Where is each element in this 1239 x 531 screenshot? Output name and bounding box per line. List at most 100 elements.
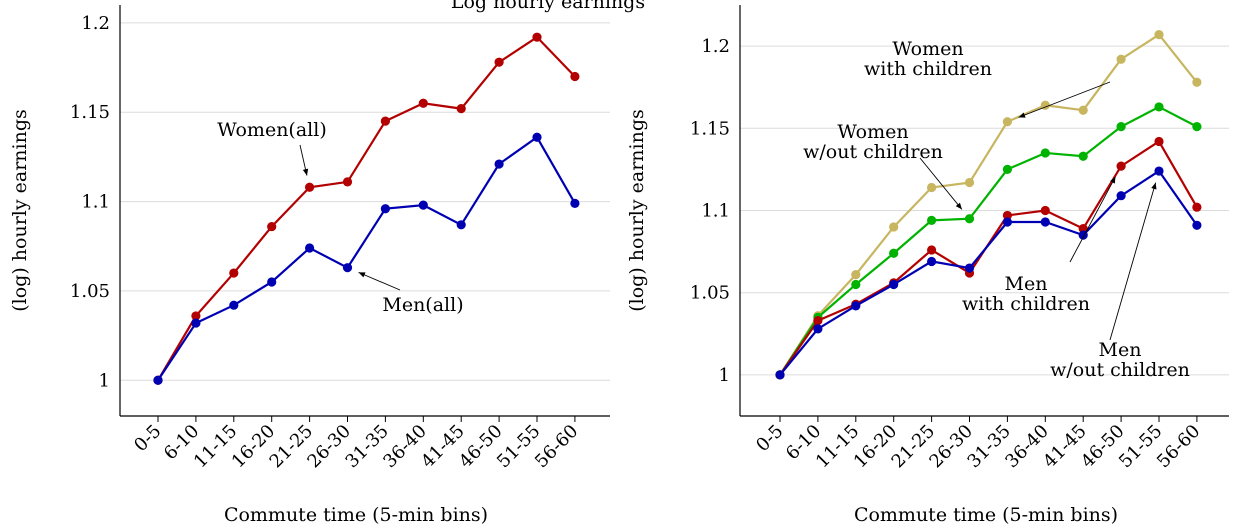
y-tick-label: 1.15 <box>690 118 730 139</box>
data-point <box>1078 223 1088 234</box>
data-point <box>1192 122 1202 132</box>
data-point <box>1116 122 1126 132</box>
data-point <box>570 71 580 82</box>
data-point <box>1040 205 1050 216</box>
data-point <box>494 57 504 67</box>
series-annotation: Women(all) <box>217 119 326 141</box>
y-tick-label: 1.2 <box>701 36 730 57</box>
data-point <box>889 248 899 258</box>
data-point <box>964 263 975 273</box>
annotation-arrow <box>358 271 401 291</box>
x-tick-label: 56-60 <box>1153 421 1205 473</box>
annotation-arrowhead <box>358 272 366 278</box>
annotation-arrowhead <box>302 168 309 176</box>
data-point <box>1154 29 1164 40</box>
data-point <box>153 375 163 385</box>
data-point <box>1116 54 1126 64</box>
data-point <box>570 198 580 208</box>
data-point <box>889 279 899 290</box>
y-tick-label: 1 <box>99 370 110 391</box>
data-point <box>1040 148 1050 158</box>
data-point <box>1154 166 1164 176</box>
y-tick-label: 1.1 <box>701 201 730 222</box>
annotation-arrowhead <box>955 202 962 210</box>
y-axis-title: (log) hourly earnings <box>626 109 648 312</box>
data-point <box>1078 105 1088 115</box>
series-line <box>779 33 1198 376</box>
data-point <box>1078 151 1088 161</box>
series-line <box>779 169 1198 376</box>
series-line <box>157 35 576 381</box>
data-point <box>456 104 466 114</box>
series-line <box>157 135 576 381</box>
data-point <box>889 222 899 232</box>
data-point <box>1116 161 1126 171</box>
data-point <box>418 98 428 108</box>
x-tick-label: 56-60 <box>531 421 583 473</box>
data-point <box>851 270 861 280</box>
x-axis-title: Commute time (5-min bins) <box>224 504 488 526</box>
y-axis-title: (log) hourly earnings <box>9 109 31 312</box>
annotation-arrowhead <box>1018 112 1026 118</box>
y-tick-label: 1.2 <box>81 13 110 34</box>
data-point <box>229 268 239 278</box>
data-point <box>1002 117 1013 127</box>
data-point <box>1154 102 1164 112</box>
data-point <box>1040 217 1050 227</box>
annotation-arrow <box>1069 176 1116 263</box>
annotation-arrow <box>1109 182 1157 341</box>
data-point <box>1192 202 1202 212</box>
series-line <box>779 105 1198 376</box>
data-point <box>927 215 937 225</box>
data-point <box>1192 77 1202 87</box>
data-point <box>418 200 428 210</box>
data-point <box>380 116 390 126</box>
data-point <box>813 324 823 334</box>
data-point <box>964 214 975 224</box>
data-point <box>342 263 353 273</box>
y-tick-label: 1.15 <box>70 102 110 123</box>
series-annotation: Men w/out children <box>1050 339 1190 381</box>
data-point <box>532 32 542 42</box>
annotation-arrow <box>919 157 963 210</box>
data-point <box>305 182 315 192</box>
data-point <box>927 182 937 193</box>
data-point <box>927 245 937 255</box>
data-point <box>964 177 975 188</box>
data-point <box>851 301 861 311</box>
series-annotation: Women with children <box>864 38 992 80</box>
data-point <box>1002 217 1013 227</box>
data-point <box>229 300 239 310</box>
y-tick-label: 1.05 <box>690 283 730 304</box>
data-point <box>1116 191 1126 201</box>
data-point <box>1192 220 1202 230</box>
series-annotation: Men with children <box>962 273 1090 315</box>
data-point <box>191 318 201 328</box>
data-point <box>456 220 466 230</box>
data-point <box>494 159 504 169</box>
right-panel: 11.051.11.151.20-56-1011-1516-2021-2526-… <box>626 5 1229 526</box>
left-panel: 11.051.11.151.20-56-1011-1516-2021-2526-… <box>9 5 610 526</box>
annotation-arrowhead <box>1110 176 1116 184</box>
data-point <box>305 243 315 253</box>
series-annotation: Women w/out children <box>803 121 943 163</box>
data-point <box>267 221 277 232</box>
figure-title-fragment: Log hourly earnings <box>451 0 645 13</box>
data-point <box>267 277 277 287</box>
data-point <box>1002 164 1013 174</box>
series-annotation: Men(all) <box>382 294 463 316</box>
data-point <box>775 370 785 380</box>
y-tick-label: 1.1 <box>81 192 110 213</box>
data-point <box>927 256 937 267</box>
data-point <box>1154 136 1164 147</box>
annotation-arrowhead <box>1151 182 1157 190</box>
data-point <box>380 204 390 214</box>
data-point <box>191 311 201 321</box>
data-point <box>1002 210 1013 221</box>
x-axis-title: Commute time (5-min bins) <box>854 504 1118 526</box>
data-point <box>851 279 861 290</box>
annotation-arrow <box>1018 81 1111 118</box>
y-tick-label: 1 <box>719 365 730 386</box>
data-point <box>342 177 353 187</box>
